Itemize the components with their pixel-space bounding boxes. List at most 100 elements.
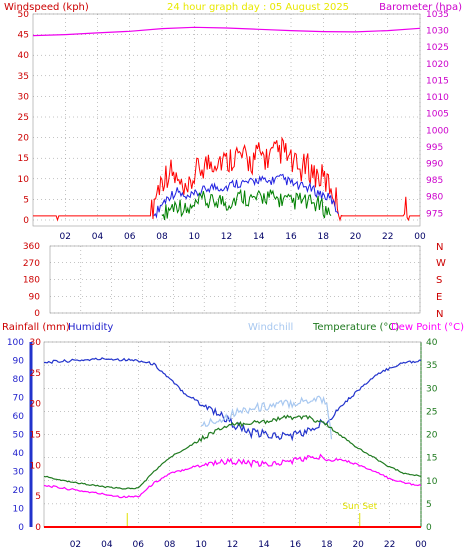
direction-tick-label: 180 (23, 276, 40, 286)
humidity-tick-label: 0 (18, 523, 24, 533)
barometer-tick-label: 1010 (426, 93, 449, 103)
x-tick-label: 10 (189, 232, 201, 242)
direction-tick-label: 0 (34, 309, 40, 319)
windspeed-axis-label: Windspeed (kph) (4, 2, 89, 13)
windspeed-tick-label: 20 (18, 134, 30, 144)
x-tick-label: 22 (384, 540, 395, 550)
x-tick-label: 00 (414, 232, 426, 242)
humidity-axis-label: Humidity (68, 322, 113, 333)
wind_low-series (161, 188, 332, 221)
windspeed-tick-label: 25 (18, 113, 29, 123)
temperature-tick-label: 10 (426, 477, 438, 487)
chart-title: 24 hour graph day : 05 August 2025 (167, 2, 349, 13)
wind-barometer-panel: Windspeed (kph) 24 hour graph day : 05 A… (4, 2, 462, 242)
x-tick-label: 04 (92, 232, 104, 242)
x-tick-label: 18 (321, 540, 333, 550)
humidity-tick-label: 10 (13, 505, 25, 515)
x-tick-label: 20 (352, 540, 364, 550)
humidity-tick-label: 60 (13, 412, 25, 422)
humidity-series (44, 357, 422, 442)
direction-tick-label: 360 (23, 242, 40, 252)
temperature-tick-label: 15 (426, 454, 437, 464)
series-3: Sun Set (43, 357, 422, 528)
windspeed-tick-label: 5 (23, 195, 29, 205)
barometer-tick-label: 985 (426, 176, 443, 186)
barometer-tick-label: 1000 (426, 126, 449, 136)
x-tick-label: 00 (415, 540, 427, 550)
x-tick-label: 12 (221, 232, 232, 242)
rainfall-tick-label: 0 (35, 523, 41, 533)
x-tick-label: 12 (227, 540, 238, 550)
x-tick-label: 08 (156, 232, 168, 242)
humidity-tick-label: 40 (13, 449, 25, 459)
compass-label: N (436, 309, 443, 320)
barometer-tick-label: 1020 (426, 60, 449, 70)
temperature-humidity-panel: Rainfall (mm) Humidity Windchill Tempera… (2, 322, 464, 550)
windspeed-tick-label: 0 (23, 216, 29, 226)
barometer-series (32, 26, 421, 37)
temperature-tick-label: 25 (426, 407, 437, 417)
windspeed-tick-label: 35 (18, 72, 29, 82)
axis-ticks-3: 02 04 06 08 10 12 14 16 18 20 22 000510152025303540… (7, 338, 438, 550)
barometer-tick-label: 980 (426, 193, 443, 203)
x-tick-label: 02 (60, 232, 71, 242)
x-tick-label: 04 (101, 540, 113, 550)
windspeed-tick-label: 50 (18, 10, 30, 20)
barometer-axis-label: Barometer (hpa) (379, 2, 462, 13)
x-tick-label: 22 (382, 232, 393, 242)
x-tick-label: 14 (258, 540, 270, 550)
grid-2 (50, 245, 421, 314)
dewpoint-axis-label: Dew Point (°C) (391, 322, 464, 333)
x-tick-label: 06 (133, 540, 145, 550)
x-tick-label: 14 (253, 232, 265, 242)
compass-label: W (436, 258, 446, 269)
direction-tick-label: 90 (29, 292, 41, 302)
barometer-tick-label: 990 (426, 160, 443, 170)
x-tick-label: 16 (290, 540, 302, 550)
temperature-tick-label: 0 (426, 523, 432, 533)
temperature-tick-label: 20 (426, 431, 438, 441)
rainfall-tick-label: 10 (30, 461, 42, 471)
barometer-tick-label: 1025 (426, 43, 449, 53)
sun-label: Sun Set (342, 502, 377, 512)
humidity-tick-label: 30 (13, 468, 25, 478)
rainfall-tick-label: 25 (30, 369, 41, 379)
x-tick-label: 18 (318, 232, 330, 242)
barometer-tick-label: 975 (426, 209, 443, 219)
x-tick-label: 10 (195, 540, 207, 550)
windgust_avg-series (153, 173, 339, 219)
windspeed-tick-label: 45 (18, 31, 29, 41)
barometer-tick-label: 1005 (426, 110, 449, 120)
x-tick-label: 08 (164, 540, 176, 550)
x-tick-label: 06 (124, 232, 136, 242)
dewpoint-series (43, 453, 422, 499)
axis-ticks-1: 02 04 06 08 10 12 14 16 18 20 22 000510152025303540… (18, 10, 450, 242)
temperature-series (43, 414, 422, 490)
temperature-axis-label: Temperature (°C) (312, 322, 399, 333)
x-tick-label: 02 (70, 540, 81, 550)
humidity-tick-label: 50 (13, 431, 25, 441)
windspeed-tick-label: 15 (18, 154, 29, 164)
humidity-tick-label: 100 (7, 338, 24, 348)
temperature-tick-label: 35 (426, 361, 437, 371)
rainfall-axis-label: Rainfall (mm) (2, 322, 70, 333)
direction-tick-label: 270 (23, 259, 40, 269)
windchill-label: Windchill (248, 322, 293, 333)
barometer-tick-label: 1030 (426, 27, 449, 37)
rainfall-tick-label: 15 (30, 431, 41, 441)
grid-1 (33, 13, 421, 221)
barometer-tick-label: 995 (426, 143, 443, 153)
windspeed-series (33, 136, 420, 222)
windspeed-tick-label: 10 (18, 175, 30, 185)
humidity-tick-label: 70 (13, 394, 25, 404)
compass-label: E (436, 292, 442, 303)
rainfall-tick-label: 30 (30, 338, 42, 348)
windchill-series (201, 395, 333, 440)
barometer-tick-label: 1035 (426, 10, 449, 20)
x-tick-label: 16 (285, 232, 297, 242)
barometer-tick-label: 1015 (426, 76, 449, 86)
humidity-tick-label: 90 (13, 357, 25, 367)
